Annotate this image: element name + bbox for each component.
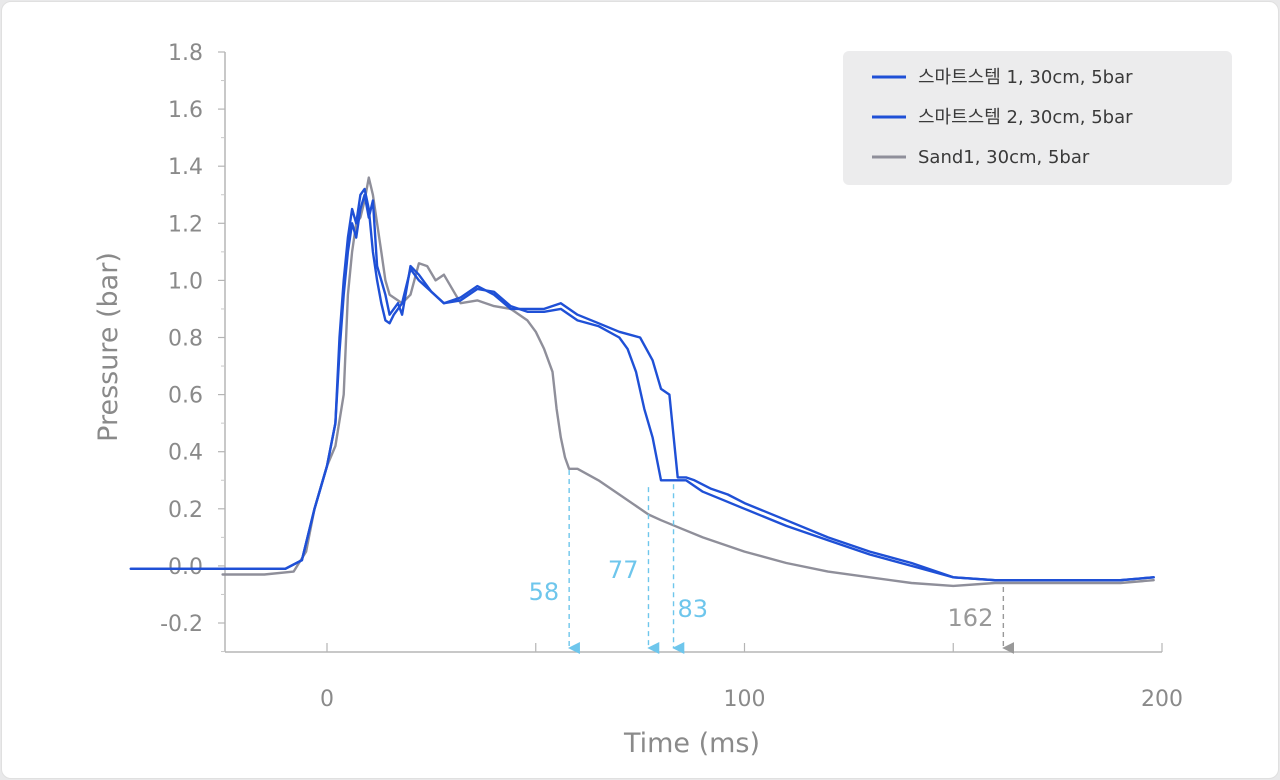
series-line-1 — [129, 193, 1155, 582]
annotation-label: 58 — [529, 578, 560, 606]
legend-label: 스마트스템 1, 30cm, 5bar — [918, 67, 1133, 88]
x-tick-label: 100 — [724, 687, 766, 712]
y-tick-label: 1.6 — [168, 98, 203, 123]
y-tick-label: 0.8 — [168, 327, 203, 352]
x-tick-label: 200 — [1141, 687, 1183, 712]
series-layer — [129, 176, 1155, 588]
legend: 스마트스템 1, 30cm, 5bar 스마트스템 2, 30cm, 5bar Sa… — [843, 51, 1232, 185]
annotation-label: 162 — [948, 604, 994, 632]
y-tick-label: 0.6 — [168, 384, 203, 409]
y-tick-label: 0.2 — [168, 498, 203, 523]
series-line-3 — [221, 176, 1155, 588]
legend-box — [843, 51, 1232, 185]
annotation-label: 77 — [608, 556, 639, 584]
annotation-layer: 58 77 83 162 — [529, 469, 1015, 654]
x-tick-label: 0 — [320, 687, 334, 712]
y-axis-title: Pressure (bar) — [93, 252, 124, 442]
y-tick-label: 0.4 — [168, 441, 203, 466]
legend-label: Sand1, 30cm, 5bar — [918, 147, 1090, 168]
series-line-2 — [129, 187, 1155, 582]
axes: -0.2 0.0 0.2 0.4 0.6 0.8 1.0 1.2 1.4 1.6 1.8 0 100 20… — [160, 41, 1183, 712]
y-tick-label: 0.0 — [168, 555, 203, 580]
y-tick-label: 1.8 — [168, 41, 203, 66]
legend-label: 스마트스템 2, 30cm, 5bar — [918, 107, 1133, 128]
y-tick-label: -0.2 — [160, 612, 203, 637]
y-tick-label: 1.0 — [168, 269, 203, 294]
x-axis-title: Time (ms) — [623, 728, 760, 759]
y-tick-label: 1.4 — [168, 155, 203, 180]
annotation-label: 83 — [678, 595, 709, 623]
y-tick-label: 1.2 — [168, 212, 203, 237]
